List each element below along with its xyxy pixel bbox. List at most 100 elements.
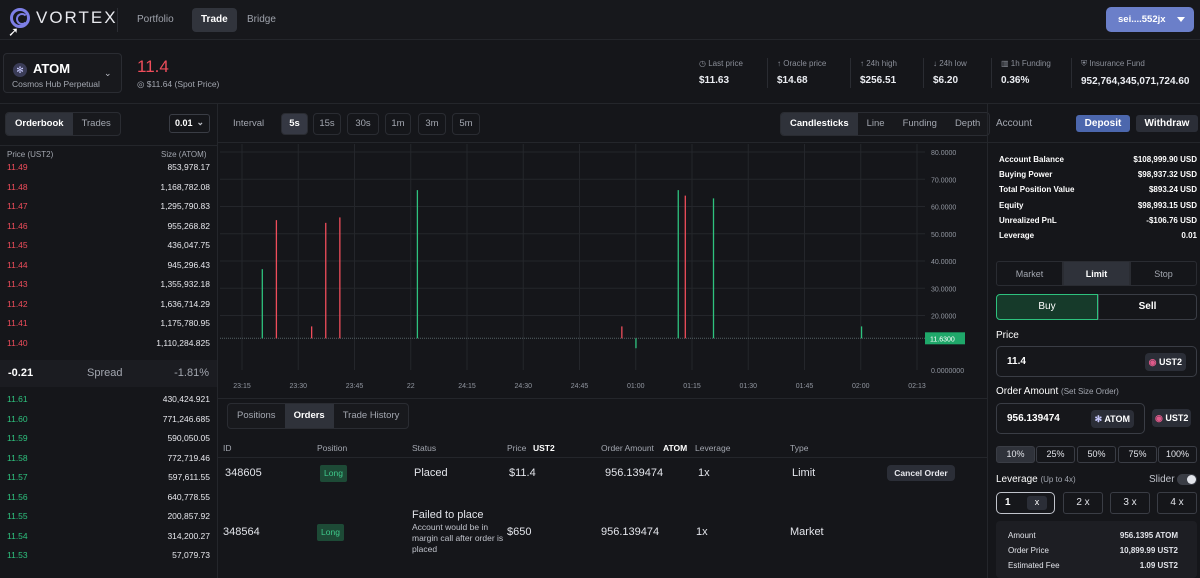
brand-logo[interactable]: VORTEX (10, 8, 118, 28)
orderbook-row[interactable]: 11.48 1,168,782.08 (0, 178, 217, 198)
nav-bridge[interactable]: Bridge (247, 14, 276, 25)
orderbook-row[interactable]: 11.56 640,778.55 (0, 488, 217, 508)
orderbook-row[interactable]: 11.40 1,110,284.825 (0, 334, 217, 354)
cancel-order-button[interactable]: Cancel Order (887, 465, 955, 481)
th-type: Type (790, 443, 809, 453)
orderbook-price: 11.59 (7, 433, 28, 443)
leverage-4x[interactable]: 4 x (1157, 492, 1197, 514)
orderbook-price: 11.54 (7, 530, 28, 541)
orderbook-size: 1,355,932.18 (160, 279, 210, 289)
arrow-up-icon: ↑ (777, 59, 784, 68)
buy-button[interactable]: Buy (996, 294, 1098, 320)
percent-100[interactable]: 100% (1158, 446, 1197, 463)
sell-button[interactable]: Sell (1098, 294, 1197, 320)
tab-funding[interactable]: Funding (902, 118, 937, 129)
wallet-button[interactable]: sei....552jx (1106, 7, 1194, 32)
tab-positions[interactable]: Positions (237, 410, 276, 421)
withdraw-button[interactable]: Withdraw (1136, 115, 1198, 132)
orderbook-size: 1,175,780.95 (160, 318, 210, 328)
orderbook-row[interactable]: 11.53 57,079.73 (0, 546, 217, 566)
orderbook-row[interactable]: 11.45 436,047.75 (0, 236, 217, 256)
percent-25[interactable]: 25% (1036, 446, 1075, 463)
order-type-market[interactable]: Market (996, 261, 1063, 286)
tab-line[interactable]: Line (866, 118, 885, 129)
leverage-2x[interactable]: 2 x (1063, 492, 1103, 514)
orderbook-row[interactable]: 11.43 1,355,932.18 (0, 275, 217, 295)
orderbook-row[interactable]: 11.46 955,268.82 (0, 217, 217, 237)
wallet-address: sei....552jx (1118, 14, 1166, 25)
tick-size-value: 0.01 (175, 118, 193, 128)
interval-5s[interactable]: 5s (281, 113, 308, 135)
orderbook-price: 11.47 (7, 201, 28, 211)
orderbook-row[interactable]: 11.41 1,175,780.95 (0, 314, 217, 334)
percent-75[interactable]: 75% (1118, 446, 1157, 463)
tab-orders[interactable]: Orders (284, 404, 334, 428)
orderbook-row[interactable]: 11.42 1,636,714.29 (0, 295, 217, 315)
orderbook-price: 11.42 (7, 298, 28, 309)
x-tick-label: 24:30 (514, 383, 532, 390)
price-chart[interactable]: 23:15 23:30 23:45 22 24:15 24:30 24:45 01:00 01:… (220, 142, 987, 397)
interval-15s[interactable]: 15s (313, 113, 341, 135)
orderbook-size: 314,200.27 (167, 530, 210, 541)
leverage-3x[interactable]: 3 x (1110, 492, 1150, 514)
x-tick-label: 02:13 (908, 383, 926, 390)
order-leverage: 1x (696, 526, 708, 538)
orderbook-price: 11.49 (7, 162, 28, 172)
stat-label: 1h Funding (1010, 59, 1051, 68)
stat-24h-high: ↑ 24h high $256.51 (860, 59, 897, 86)
account-row-value: $108,999.90 USD (1133, 155, 1197, 164)
x-tick-label: 22 (407, 383, 415, 390)
position-badge: Long (320, 465, 347, 482)
order-type-limit[interactable]: Limit (1063, 261, 1130, 286)
orderbook-size: 1,110,284.825 (156, 337, 210, 348)
orderbook-row[interactable]: 11.44 945,296.43 (0, 256, 217, 276)
tab-candlesticks[interactable]: Candlesticks (781, 113, 858, 135)
tab-trade-history[interactable]: Trade History (342, 410, 400, 421)
tab-depth[interactable]: Depth (954, 118, 981, 129)
orderbook-price: 11.41 (7, 318, 28, 328)
price-input[interactable]: 11.4 ◉ UST2 (996, 346, 1197, 377)
interval-3m[interactable]: 3m (418, 113, 446, 135)
th-status: Status (412, 443, 437, 453)
orderbook-row[interactable]: 11.58 772,719.46 (0, 449, 217, 469)
tab-orderbook[interactable]: Orderbook (6, 113, 73, 135)
orderbook-row[interactable]: 11.49 853,978.17 (0, 158, 217, 178)
orderbook-row[interactable]: 11.47 1,295,790.83 (0, 197, 217, 217)
orderbook-row[interactable]: 11.59 590,050.05 (0, 429, 217, 449)
market-name: Cosmos Hub Perpetual (12, 79, 100, 89)
tab-trades[interactable]: Trades (81, 118, 111, 129)
orderbook-row[interactable]: 11.54 314,200.27 (0, 527, 217, 547)
spread-row: -0.21 Spread -1.81% (0, 360, 217, 387)
divider (217, 142, 987, 143)
quote-token-toggle[interactable]: ◉ UST2 (1152, 409, 1192, 427)
percent-10[interactable]: 10% (996, 446, 1035, 463)
atom-token-icon: ✻ (1094, 414, 1105, 424)
orderbook-row[interactable]: 11.57 597,611.55 (0, 468, 217, 488)
amount-label-text: Order Amount (996, 386, 1059, 397)
orderbook-size: 955,268.82 (167, 220, 210, 231)
orderbook-row[interactable]: 11.61 430,424.921 (0, 390, 217, 410)
stat-funding: ▥ 1h Funding 0.36% (1001, 59, 1051, 86)
leverage-input[interactable]: 1 x (996, 492, 1055, 514)
interval-30s[interactable]: 30s (347, 113, 379, 135)
market-selector[interactable]: ✻ ATOM Cosmos Hub Perpetual ⌄ (3, 53, 122, 93)
divider (991, 58, 992, 88)
percent-50[interactable]: 50% (1077, 446, 1116, 463)
orderbook-row[interactable]: 11.55 200,857.92 (0, 507, 217, 527)
slider-toggle[interactable] (1177, 474, 1197, 485)
nav-trade[interactable]: Trade (192, 8, 237, 32)
orderbook-price: 11.46 (7, 220, 28, 231)
stat-value: $256.51 (860, 75, 897, 86)
amount-input[interactable]: 956.139474 ✻ ATOM (996, 403, 1145, 434)
order-type-stop[interactable]: Stop (1130, 261, 1197, 286)
order-status: Placed (414, 467, 448, 479)
nav-portfolio[interactable]: Portfolio (137, 14, 174, 25)
divider (218, 457, 987, 458)
interval-1m[interactable]: 1m (385, 113, 411, 135)
orderbook-row[interactable]: 11.60 771,246.685 (0, 410, 217, 430)
deposit-button[interactable]: Deposit (1076, 115, 1130, 132)
interval-5m[interactable]: 5m (452, 113, 480, 135)
leverage-input-value: 1 (1005, 497, 1011, 508)
tick-size-select[interactable]: 0.01 ⌄ (169, 114, 210, 133)
orderbook-price: 11.44 (7, 259, 28, 270)
